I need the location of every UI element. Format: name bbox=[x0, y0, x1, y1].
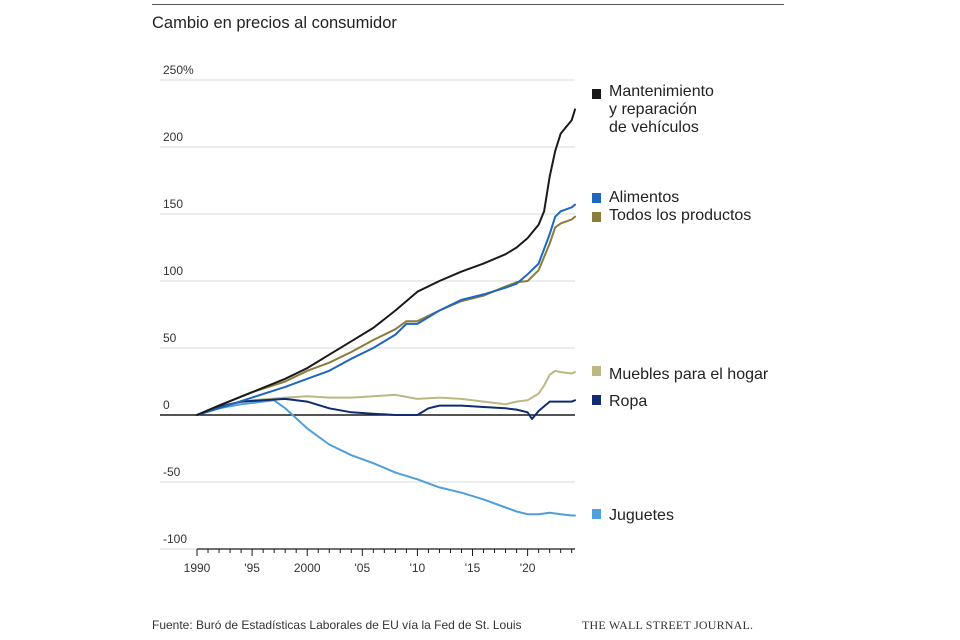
y-axis-tick-labels: 250% 200 150 100 50 0 -50 -100 bbox=[163, 63, 194, 546]
legend-swatch-alimentos bbox=[592, 193, 601, 203]
series-lines bbox=[196, 108, 576, 517]
legend-swatch-muebles bbox=[592, 366, 601, 376]
y-tick-label: 150 bbox=[163, 197, 183, 211]
legend-swatch-ropa bbox=[592, 395, 601, 405]
legend-label-juguetes: Juguetes bbox=[609, 507, 674, 524]
x-tick-label: '05 bbox=[354, 561, 370, 575]
y-tick-label: 50 bbox=[163, 331, 177, 345]
gridlines bbox=[160, 79, 575, 550]
legend-swatch-todos-los-productos bbox=[592, 212, 601, 222]
legend-label-todos-los-productos: Todos los productos bbox=[609, 207, 752, 224]
y-tick-label: 0 bbox=[163, 398, 170, 412]
x-tick-label: '15 bbox=[465, 561, 481, 575]
y-tick-label: -100 bbox=[163, 532, 187, 546]
chart-title: Cambio en precios al consumidor bbox=[152, 14, 397, 32]
series-line-4 bbox=[196, 397, 576, 420]
legend-swatch-mantenimiento bbox=[592, 89, 601, 99]
x-tick-label: '20 bbox=[520, 561, 536, 575]
y-tick-label: 100 bbox=[163, 264, 183, 278]
x-tick-label: '10 bbox=[410, 561, 426, 575]
legend-swatch-juguetes bbox=[592, 509, 601, 519]
legend-label-ropa: Ropa bbox=[609, 393, 648, 410]
series-line-3 bbox=[196, 369, 576, 416]
series-line-0 bbox=[196, 108, 576, 416]
legend-label-alimentos: Alimentos bbox=[609, 189, 680, 206]
y-tick-label: 200 bbox=[163, 130, 183, 144]
x-axis: 1990 '95 2000 '05 '10 '15 '20 bbox=[184, 548, 575, 575]
publisher-credit: THE WALL STREET JOURNAL. bbox=[582, 618, 754, 632]
x-tick-label: 1990 bbox=[184, 561, 211, 575]
series-line-1 bbox=[196, 203, 576, 416]
x-tick-label: 2000 bbox=[294, 561, 321, 575]
legend-label-muebles: Muebles para el hogar bbox=[609, 366, 769, 383]
series-line-5 bbox=[196, 399, 576, 517]
top-rule bbox=[152, 4, 784, 5]
x-tick-label: '95 bbox=[244, 561, 260, 575]
y-tick-label: -50 bbox=[163, 465, 181, 479]
y-tick-label: 250% bbox=[163, 63, 194, 77]
source-note: Fuente: Buró de Estadísticas Laborales d… bbox=[152, 618, 522, 632]
legend-label-mantenimiento: Mantenimiento y reparación de vehículos bbox=[609, 83, 714, 136]
